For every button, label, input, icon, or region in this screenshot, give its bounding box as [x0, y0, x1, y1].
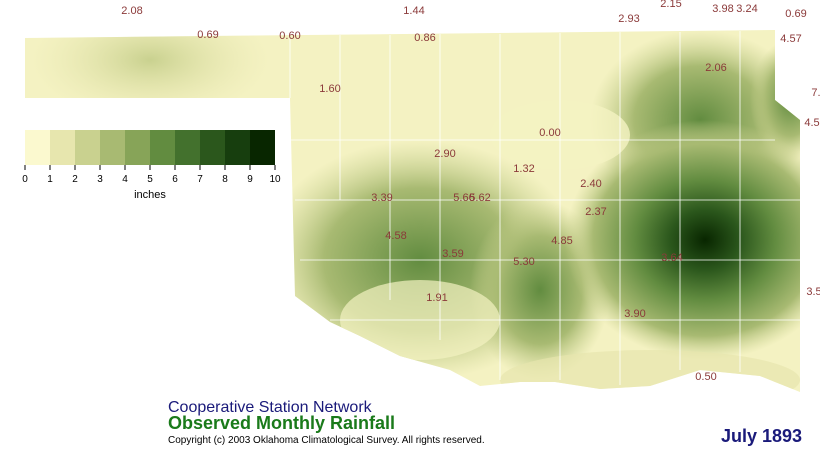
station-value: 0.00	[539, 127, 560, 139]
station-value: 4.57	[780, 33, 801, 45]
station-value: 3.39	[371, 192, 392, 204]
station-value: 4.85	[551, 235, 572, 247]
legend-tick-label: 3	[97, 174, 103, 185]
station-value: 1.91	[426, 292, 447, 304]
station-values: 2.08 1.44 2.93 2.15 3.98 3.24 0.69 0.69 0.60 0.86…	[121, 0, 820, 383]
station-value: 2.06	[705, 62, 726, 74]
map-date: July 1893	[721, 426, 802, 446]
legend-swatch	[50, 130, 75, 165]
station-value: 3.98	[712, 3, 733, 15]
station-value: 7.	[811, 87, 820, 99]
station-value: 5.30	[513, 256, 534, 268]
station-value: 0.60	[279, 30, 300, 42]
legend-swatch	[200, 130, 225, 165]
station-value: 2.90	[434, 148, 455, 160]
station-value: 0.69	[785, 8, 806, 20]
station-value: 3.5	[806, 286, 820, 298]
legend-tick-label: 4	[122, 174, 128, 185]
station-value: 3.24	[736, 3, 757, 15]
legend-tick-label: 2	[72, 174, 78, 185]
station-value: 5.66	[453, 192, 474, 204]
legend-tick-label: 6	[172, 174, 178, 185]
legend-swatch	[250, 130, 275, 165]
station-value: 2.93	[618, 13, 639, 25]
station-value: 3.64	[661, 252, 682, 264]
copyright: Copyright (c) 2003 Oklahoma Climatologic…	[168, 435, 485, 446]
legend-swatch	[125, 130, 150, 165]
network-name: Cooperative Station Network	[168, 399, 373, 416]
station-value: 1.44	[403, 5, 424, 17]
legend-tick-label: 10	[269, 174, 281, 185]
legend-swatch	[25, 130, 50, 165]
station-value: 3.59	[442, 248, 463, 260]
legend-tick-label: 8	[222, 174, 228, 185]
station-value: 2.08	[121, 5, 142, 17]
legend-swatch	[175, 130, 200, 165]
legend-swatch	[225, 130, 250, 165]
station-value: 0.69	[197, 29, 218, 41]
legend-tick-label: 5	[147, 174, 153, 185]
legend-tick-label: 0	[22, 174, 28, 185]
station-value: 2.37	[585, 206, 606, 218]
legend: 0 1 2 3 4 5 6 7 8 9 10 inches	[22, 130, 281, 201]
legend-unit: inches	[134, 189, 166, 201]
legend-swatch	[150, 130, 175, 165]
legend-swatch	[100, 130, 125, 165]
station-value: 5.62	[469, 192, 490, 204]
legend-tick-label: 9	[247, 174, 253, 185]
station-value: 1.60	[319, 83, 340, 95]
station-value: 0.86	[414, 32, 435, 44]
legend-swatch	[75, 130, 100, 165]
station-value: 1.32	[513, 163, 534, 175]
station-value: 4.5	[804, 117, 819, 129]
station-value: 0.50	[695, 371, 716, 383]
station-value: 2.40	[580, 178, 601, 190]
map-title: Observed Monthly Rainfall	[168, 413, 395, 433]
legend-tick-label: 1	[47, 174, 53, 185]
station-value: 4.58	[385, 230, 406, 242]
legend-tick-label: 7	[197, 174, 203, 185]
station-value: 2.15	[660, 0, 681, 10]
station-value: 3.90	[624, 308, 645, 320]
